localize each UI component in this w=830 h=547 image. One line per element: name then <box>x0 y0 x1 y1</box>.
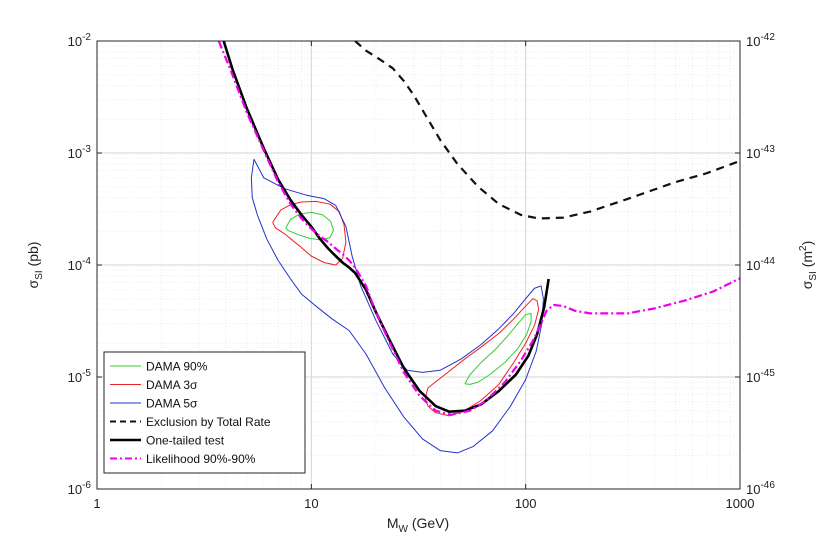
y2-tick-label: 10-42 <box>746 32 775 49</box>
x-axis-label: MW (GeV) <box>387 515 449 535</box>
legend-label: DAMA 5σ <box>146 397 198 411</box>
series-dama-3-2 <box>272 200 347 266</box>
series-one-tailed-test-6 <box>222 40 550 413</box>
y2-tick-label: 10-43 <box>746 144 775 161</box>
series-exclusion-by-total-rate-5 <box>354 40 741 220</box>
y-tick-label: 10-5 <box>68 368 92 385</box>
legend-label: One-tailed test <box>146 434 225 448</box>
y2-tick-label: 10-46 <box>746 480 775 497</box>
series-likelihood-90-90-7 <box>217 40 741 416</box>
x-tick-label: 10 <box>304 496 318 511</box>
y-tick-label: 10-6 <box>68 480 92 497</box>
x-tick-label: 1000 <box>726 496 755 511</box>
y-tick-label: 10-3 <box>68 144 92 161</box>
y2-axis-label: σSI (m2) <box>798 241 819 290</box>
axis-ticks: 1 10 100 1000 10-2 10-3 10-4 10-5 10-6 10-42 10-43… <box>68 32 776 511</box>
legend-box <box>103 351 306 474</box>
y2-tick-label: 10-45 <box>746 368 775 385</box>
grid <box>97 41 740 489</box>
y2-tick-label: 10-44 <box>746 256 775 273</box>
y-tick-label: 10-2 <box>68 32 92 49</box>
legend-label: Likelihood 90%-90% <box>146 452 256 466</box>
legend-label: DAMA 90% <box>146 360 208 374</box>
x-tick-label: 100 <box>515 496 537 511</box>
legend: DAMA 90% DAMA 3σ DAMA 5σ Exclusion by Total… <box>103 351 306 474</box>
series-group <box>217 40 741 454</box>
x-tick-label: 1 <box>93 496 100 511</box>
legend-label: Exclusion by Total Rate <box>146 415 271 429</box>
series-dama-90-1 <box>464 312 532 385</box>
y-tick-label: 10-4 <box>68 256 92 273</box>
y-axis-label: σSI (pb) <box>25 242 45 289</box>
legend-label: DAMA 3σ <box>146 378 198 392</box>
